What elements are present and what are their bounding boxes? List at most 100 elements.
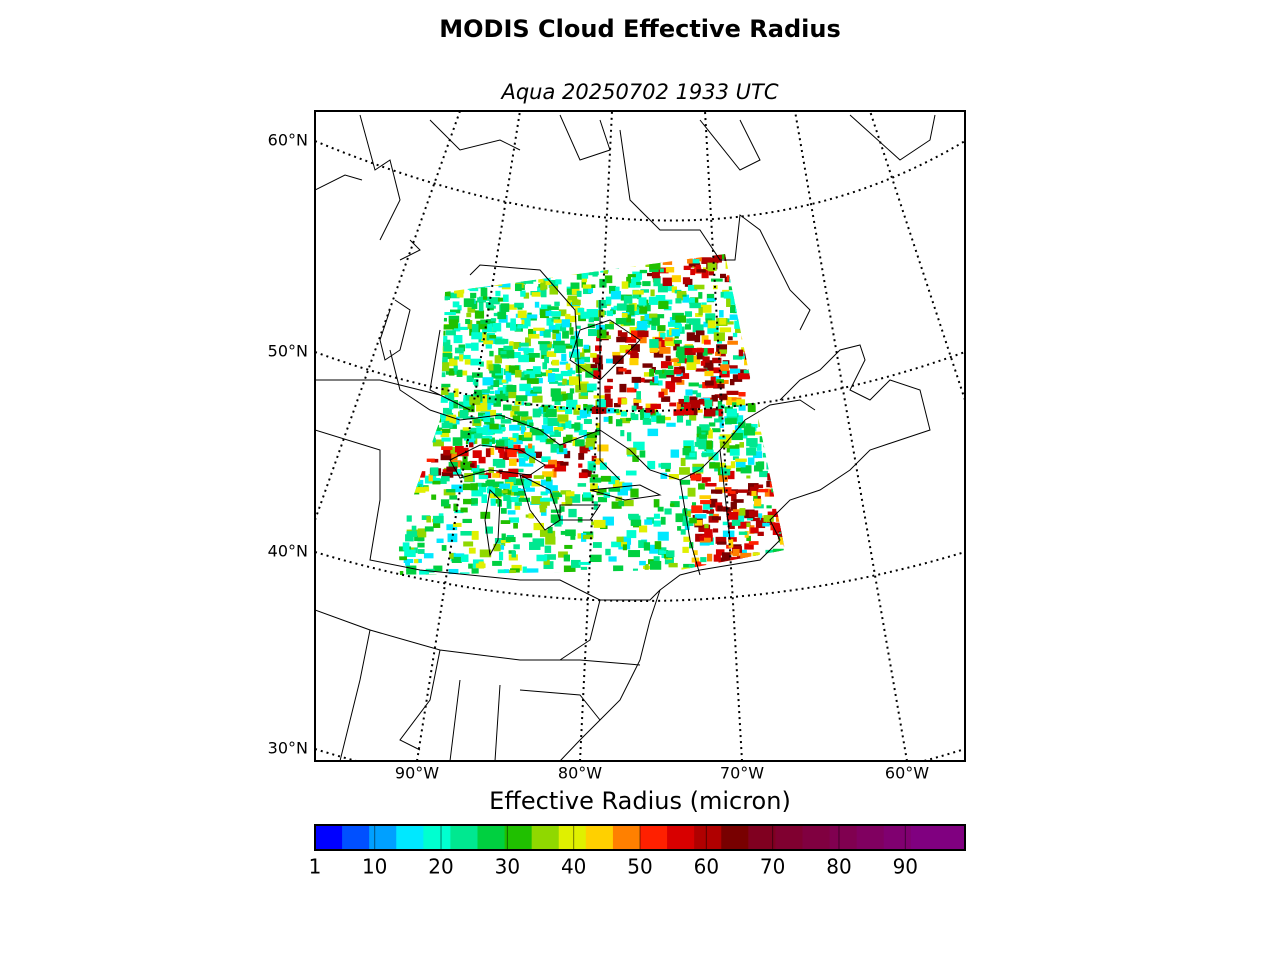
swath-pixel bbox=[569, 327, 574, 335]
swath-pixel bbox=[563, 554, 570, 562]
colorbar-cell bbox=[802, 825, 831, 850]
swath-pixel bbox=[409, 299, 415, 305]
swath-pixel bbox=[654, 541, 662, 550]
colorbar-cell bbox=[315, 825, 343, 850]
swath-pixel bbox=[738, 310, 748, 314]
swath-pixel bbox=[694, 284, 705, 290]
swath-pixel bbox=[452, 399, 459, 409]
swath-pixel bbox=[696, 409, 703, 413]
swath-pixel bbox=[464, 473, 474, 482]
swath-pixel bbox=[560, 370, 572, 377]
swath-pixel bbox=[701, 453, 714, 457]
swath-pixel bbox=[657, 531, 669, 541]
swath-pixel bbox=[444, 392, 455, 401]
swath-pixel bbox=[415, 310, 427, 318]
lon-label: 60°W bbox=[885, 764, 929, 783]
swath-pixel bbox=[522, 566, 527, 575]
swath-pixel bbox=[690, 474, 702, 481]
swath-pixel bbox=[398, 346, 406, 354]
swath-pixel bbox=[520, 290, 526, 297]
swath-pixel bbox=[586, 254, 593, 259]
swath-pixel bbox=[548, 368, 560, 372]
swath-pixel bbox=[619, 417, 630, 424]
colorbar-tick-label: 40 bbox=[561, 855, 586, 879]
swath-pixel bbox=[724, 487, 732, 494]
swath-pixel bbox=[541, 499, 550, 506]
swath-pixel bbox=[544, 405, 554, 412]
swath-pixel bbox=[519, 371, 525, 378]
swath-pixel bbox=[548, 267, 561, 276]
swath-pixel bbox=[575, 383, 588, 393]
swath-pixel bbox=[548, 279, 559, 288]
swath-pixel bbox=[683, 254, 689, 257]
swath-pixel bbox=[440, 453, 453, 461]
swath-pixel bbox=[610, 291, 622, 300]
swath-pixel bbox=[738, 289, 747, 296]
swath-pixel bbox=[412, 269, 423, 274]
swath-pixel bbox=[632, 568, 638, 575]
swath-pixel bbox=[406, 531, 418, 537]
swath-pixel bbox=[398, 570, 404, 575]
swath-pixel bbox=[774, 315, 784, 320]
swath-pixel bbox=[528, 576, 532, 582]
swath-pixel bbox=[726, 511, 739, 520]
swath-pixel bbox=[771, 329, 779, 336]
swath-pixel bbox=[545, 310, 553, 317]
swath-pixel bbox=[398, 293, 406, 301]
swath-pixel bbox=[657, 380, 663, 386]
swath-pixel bbox=[593, 501, 598, 510]
swath-pixel bbox=[441, 437, 451, 442]
swath-pixel bbox=[596, 264, 609, 269]
swath-pixel bbox=[758, 263, 771, 269]
swath-pixel bbox=[662, 277, 673, 287]
swath-pixel bbox=[540, 509, 547, 516]
swath-pixel bbox=[554, 399, 561, 405]
swath-pixel bbox=[639, 306, 648, 314]
swath-pixel bbox=[776, 440, 783, 445]
swath-pixel bbox=[738, 349, 744, 357]
swath-pixel bbox=[440, 429, 450, 438]
swath-pixel bbox=[731, 397, 742, 401]
swath-pixel bbox=[398, 413, 406, 422]
swath-pixel bbox=[608, 416, 613, 424]
swath-pixel bbox=[745, 567, 758, 573]
colorbar-cell bbox=[694, 825, 722, 850]
swath-pixel bbox=[578, 393, 588, 400]
colorbar-tick-label: 50 bbox=[627, 855, 652, 879]
swath-pixel bbox=[398, 294, 409, 300]
colorbar-cell bbox=[504, 825, 533, 850]
swath-pixel bbox=[565, 529, 576, 537]
swath-pixel bbox=[472, 450, 482, 459]
swath-pixel bbox=[789, 538, 794, 543]
swath-pixel bbox=[456, 369, 463, 377]
swath-pixel bbox=[441, 545, 447, 551]
swath-pixel bbox=[431, 494, 437, 500]
swath-pixel bbox=[533, 256, 544, 263]
swath-pixel bbox=[573, 407, 580, 415]
swath-pixel bbox=[746, 438, 758, 447]
swath-pixel bbox=[478, 474, 489, 480]
swath-pixel bbox=[650, 403, 661, 409]
swath-pixel bbox=[505, 536, 516, 543]
swath-pixel bbox=[649, 380, 659, 386]
swath-pixel bbox=[665, 467, 671, 472]
swath-pixel bbox=[586, 308, 599, 318]
swath-pixel bbox=[413, 305, 424, 311]
swath-pixel bbox=[634, 380, 639, 389]
swath-pixel bbox=[412, 259, 423, 266]
swath-pixel bbox=[416, 428, 428, 434]
swath-pixel bbox=[781, 378, 785, 385]
swath-pixel bbox=[526, 254, 536, 261]
swath-pixel bbox=[714, 394, 722, 398]
swath-pixel bbox=[701, 257, 712, 264]
swath-pixel bbox=[526, 354, 535, 362]
swath-pixel bbox=[688, 297, 695, 305]
swath-pixel bbox=[679, 479, 691, 485]
swath-pixel bbox=[786, 546, 795, 552]
swath-pixel bbox=[784, 356, 785, 364]
swath-pixel bbox=[729, 365, 738, 369]
swath-pixel bbox=[399, 556, 408, 561]
swath-pixel bbox=[762, 579, 771, 582]
swath-pixel bbox=[779, 405, 785, 414]
swath-pixel bbox=[705, 348, 715, 354]
